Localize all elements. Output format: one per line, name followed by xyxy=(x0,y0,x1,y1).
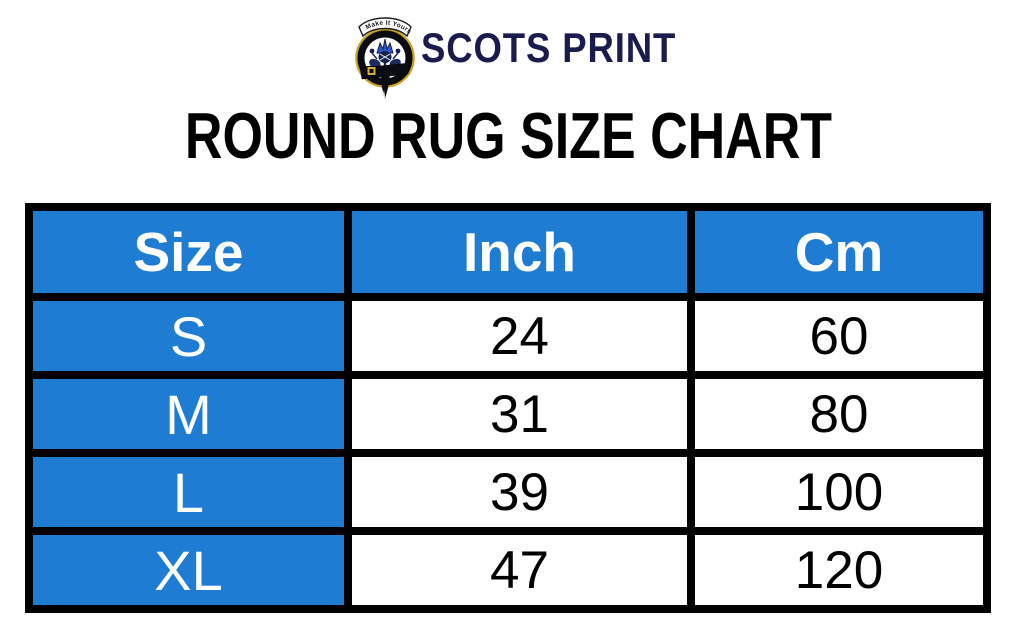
page-title: ROUND RUG SIZE CHART xyxy=(184,99,833,172)
inch-cell: 24 xyxy=(352,301,687,371)
header-row: Size Inch Cm xyxy=(33,211,983,293)
inch-cell: 39 xyxy=(352,457,687,527)
table-row: S 24 60 xyxy=(33,301,983,371)
belt-buckle-icon xyxy=(359,62,411,80)
size-chart-table: Size Inch Cm S 24 60 M 31 80 L 39 100 xyxy=(25,203,991,613)
inch-cell: 31 xyxy=(352,379,687,449)
table-row: M 31 80 xyxy=(33,379,983,449)
table-row: L 39 100 xyxy=(33,457,983,527)
column-header-size: Size xyxy=(33,211,344,293)
strap-icon xyxy=(381,75,390,99)
cm-cell: 60 xyxy=(695,301,983,371)
cm-cell: 120 xyxy=(695,535,983,605)
table-row: XL 47 120 xyxy=(33,535,983,605)
size-cell: M xyxy=(33,379,344,449)
size-cell: XL xyxy=(33,535,344,605)
size-cell: S xyxy=(33,301,344,371)
cm-cell: 80 xyxy=(695,379,983,449)
column-header-cm: Cm xyxy=(695,211,983,293)
cm-cell: 100 xyxy=(695,457,983,527)
inch-cell: 47 xyxy=(352,535,687,605)
size-cell: L xyxy=(33,457,344,527)
clan-crest-icon: Make It Yours xyxy=(355,17,415,99)
column-header-inch: Inch xyxy=(352,211,687,293)
scots-print-crest-logo: Make It Yours xyxy=(350,10,420,100)
brand-name: SCOTS PRINT xyxy=(421,24,677,71)
brand-header: Make It Yours SCOTS PRINT xyxy=(0,0,1017,100)
